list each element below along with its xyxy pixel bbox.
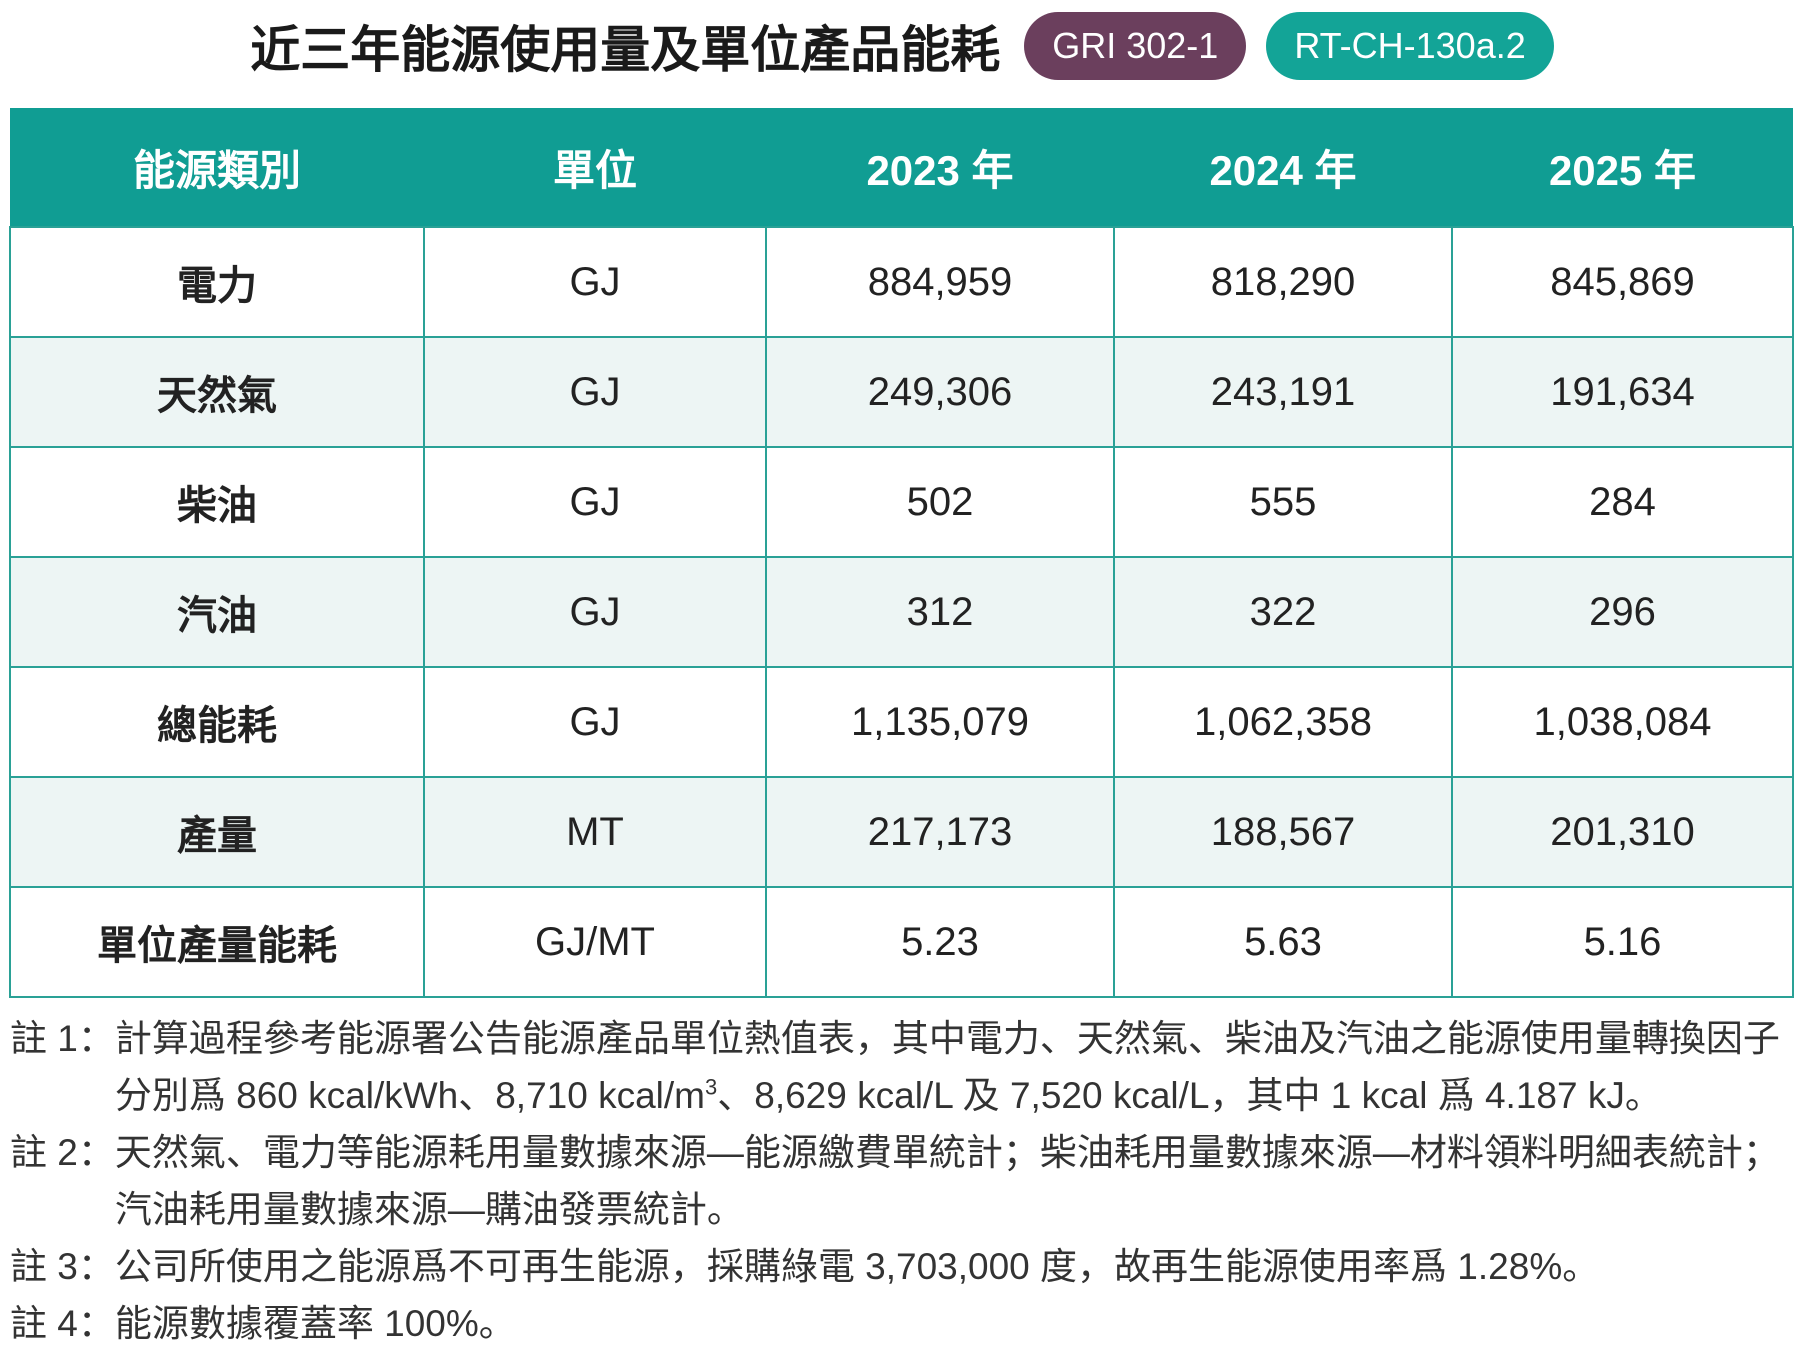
note-text: 公司所使用之能源爲不可再生能源，採購綠電 3,703,000 度，故再生能源使用… [115,1238,1794,1295]
table-cell: 1,062,358 [1113,666,1453,778]
table-cell: GJ [423,336,767,448]
table-row: 總能耗 GJ 1,135,079 1,062,358 1,038,084 [9,666,1794,778]
note-text-part: 計算過程參考能源署公告能源產品單位熱值表，其中電力、天然氣、柴油及汽油之能源使用… [114,1018,1780,1116]
table-cell: 296 [1451,556,1794,668]
row-header: 天然氣 [9,336,425,448]
note: 註 4： 能源數據覆蓋率 100%。 [10,1295,1794,1352]
notes: 註 1： 計算過程參考能源署公告能源產品單位熱值表，其中電力、天然氣、柴油及汽油之… [10,1010,1794,1352]
note-text-part: 天然氣、電力等能源耗用量數據來源—能源繳費單統計；柴油耗用量數據來源—材料領料明… [114,1132,1780,1230]
table-cell: 1,135,079 [765,666,1115,778]
table-cell: GJ [423,446,767,558]
table-body: 電力 GJ 884,959 818,290 845,869 天然氣 GJ 249,306 243… [9,226,1794,998]
table-cell: 217,173 [765,776,1115,888]
row-header: 柴油 [9,446,425,558]
row-header: 產量 [9,776,425,888]
badge: RT-CH-130a.2 [1266,12,1554,80]
table-cell: 818,290 [1113,226,1453,338]
row-header: 汽油 [9,556,425,668]
table-cell: 502 [765,446,1115,558]
table-cell: 5.16 [1451,886,1794,998]
table-cell: 1,038,084 [1451,666,1794,778]
table-cell: 5.63 [1113,886,1453,998]
note-text: 能源數據覆蓋率 100%。 [115,1295,1794,1352]
table-row: 電力 GJ 884,959 818,290 845,869 [9,226,1794,338]
note-text-part: 能源數據覆蓋率 100%。 [114,1303,516,1344]
title-bar: 近三年能源使用量及單位產品能耗 GRI 302-1 RT-CH-130a.2 [0,4,1804,88]
table-cell: 191,634 [1451,336,1794,448]
note: 註 1： 計算過程參考能源署公告能源產品單位熱值表，其中電力、天然氣、柴油及汽油之… [10,1010,1794,1124]
note-label: 註 3： [10,1246,115,1287]
table-cell: 249,306 [765,336,1115,448]
column-header: 2025 年 [1452,108,1793,227]
note: 註 2： 天然氣、電力等能源耗用量數據來源—能源繳費單統計；柴油耗用量數據來源—材… [10,1124,1794,1238]
note-label: 註 1： [10,1018,115,1059]
column-header: 2023 年 [766,108,1114,227]
energy-table: 能源類別 單位 2023 年 2024 年 2025 年 電力 GJ 884,959 818,… [9,108,1794,998]
table-row: 汽油 GJ 312 322 296 [9,556,1794,668]
column-header: 單位 [424,108,766,227]
header-row: 能源類別 單位 2023 年 2024 年 2025 年 [10,108,1793,227]
badge: GRI 302-1 [1024,12,1247,80]
table-cell: GJ/MT [423,886,767,998]
column-header: 2024 年 [1114,108,1452,227]
table-cell: 201,310 [1451,776,1794,888]
table-row: 產量 MT 217,173 188,567 201,310 [9,776,1794,888]
note-text: 天然氣、電力等能源耗用量數據來源—能源繳費單統計；柴油耗用量數據來源—材料領料明… [115,1124,1794,1238]
row-header: 電力 [9,226,425,338]
table-cell: 312 [765,556,1115,668]
note-text-part: 、8,629 kcal/L 及 7,520 kcal/L，其中 1 kcal 爲… [717,1075,1662,1116]
note-label: 註 4： [10,1303,115,1344]
table-row: 柴油 GJ 502 555 284 [9,446,1794,558]
table-cell: 845,869 [1451,226,1794,338]
table-cell: GJ [423,556,767,668]
title: 近三年能源使用量及單位產品能耗 [250,22,1001,78]
row-header: 單位產量能耗 [9,886,425,998]
table-cell: 5.23 [765,886,1115,998]
row-header: 總能耗 [9,666,425,778]
note-text-part: 公司所使用之能源爲不可再生能源，採購綠電 3,703,000 度，故再生能源使用… [114,1246,1600,1287]
table-cell: GJ [423,226,767,338]
table-cell: 322 [1113,556,1453,668]
table-row: 天然氣 GJ 249,306 243,191 191,634 [9,336,1794,448]
superscript: 3 [705,1074,718,1100]
note-text: 計算過程參考能源署公告能源產品單位熱值表，其中電力、天然氣、柴油及汽油之能源使用… [115,1010,1794,1124]
table-cell: 284 [1451,446,1794,558]
table-cell: 243,191 [1113,336,1453,448]
table-cell: MT [423,776,767,888]
table-cell: 884,959 [765,226,1115,338]
table-row: 單位產量能耗 GJ/MT 5.23 5.63 5.16 [9,886,1794,998]
column-header: 能源類別 [10,108,424,227]
note-label: 註 2： [10,1132,115,1173]
table-cell: 188,567 [1113,776,1453,888]
table-cell: GJ [423,666,767,778]
note: 註 3： 公司所使用之能源爲不可再生能源，採購綠電 3,703,000 度，故再生… [10,1238,1794,1295]
table-cell: 555 [1113,446,1453,558]
